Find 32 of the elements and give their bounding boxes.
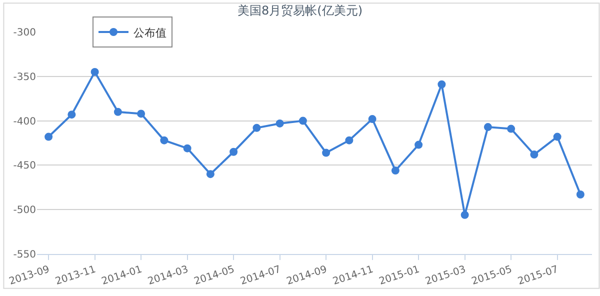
point: [276, 119, 284, 128]
point: [553, 132, 562, 141]
point: [114, 108, 122, 116]
point: [345, 136, 354, 144]
legend-label: 公布值: [134, 26, 166, 40]
point: [230, 148, 238, 156]
y-tick-label: -500: [13, 205, 36, 216]
y-tick-label: -450: [13, 160, 36, 172]
point: [298, 116, 307, 125]
point: [252, 124, 261, 132]
point: [183, 144, 192, 152]
point: [391, 166, 400, 175]
y-tick-label: -400: [13, 116, 36, 128]
y-tick-label: -300: [13, 28, 36, 38]
point: [90, 68, 99, 76]
point: [507, 124, 516, 133]
point: [44, 132, 53, 141]
point: [576, 190, 584, 198]
point: [484, 123, 492, 132]
chart-title: 美国8月贸易帐(亿美元): [238, 4, 362, 18]
point: [438, 80, 446, 88]
y-tick-label: -350: [13, 72, 36, 83]
point: [322, 148, 330, 157]
point: [460, 210, 469, 219]
point: [206, 170, 214, 178]
point: [530, 150, 538, 159]
point: [414, 140, 423, 149]
point: [137, 110, 146, 118]
point: [68, 110, 76, 119]
point: [160, 136, 168, 144]
y-tick-label: -550: [13, 250, 36, 260]
point: [368, 115, 376, 124]
